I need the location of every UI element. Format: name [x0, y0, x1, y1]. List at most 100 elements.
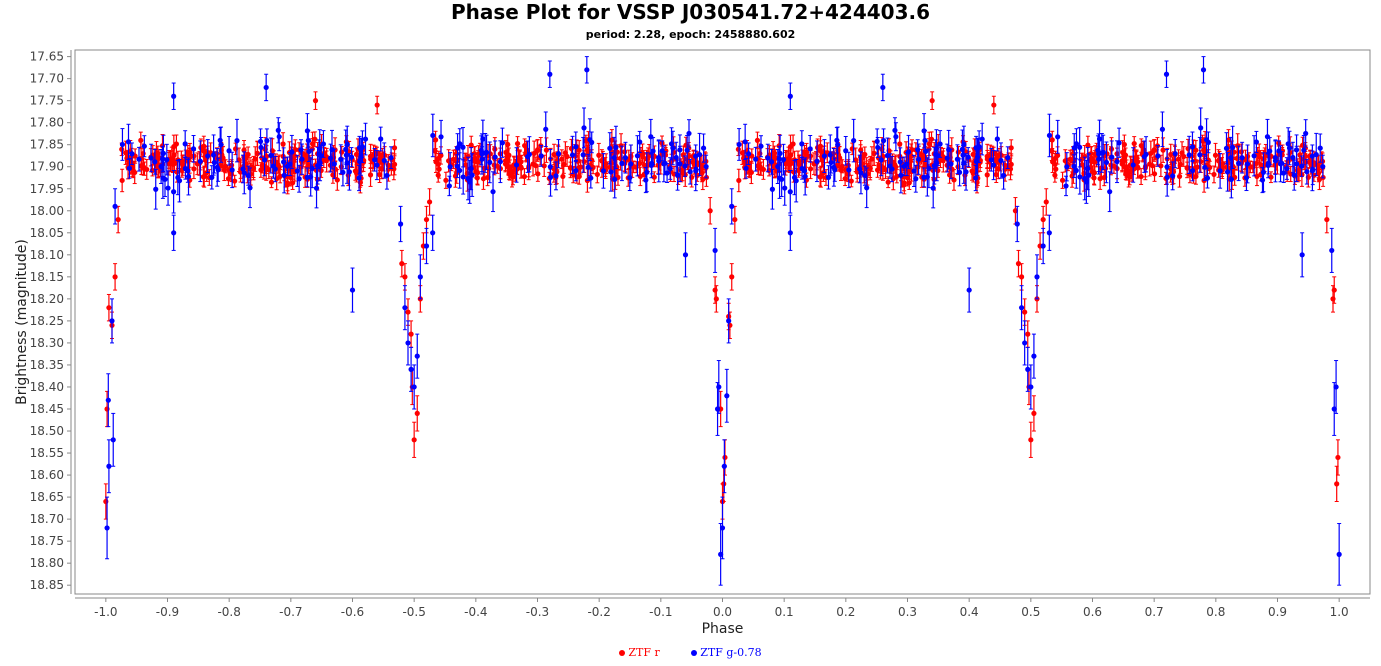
legend-marker-ztf-g [691, 650, 698, 656]
data-point-ztf-g [218, 126, 224, 163]
data-point-ztf-g [346, 153, 352, 191]
data-point-ztf-r [862, 146, 868, 163]
y-tick-label: 17.65 [30, 50, 64, 64]
legend-item-ztf-g: ZTF g-0.78 [691, 646, 762, 659]
data-point-ztf-r [221, 159, 227, 182]
data-point-ztf-r [138, 131, 144, 150]
data-point-ztf-g [205, 139, 211, 173]
data-point-ztf-g [893, 122, 899, 152]
data-point-ztf-g [791, 159, 798, 196]
data-point-ztf-g [1031, 333, 1037, 379]
data-point-ztf-g [190, 135, 197, 163]
data-point-ztf-g [1018, 285, 1025, 331]
data-point-ztf-r [561, 155, 567, 174]
data-point-ztf-g [608, 152, 614, 192]
data-point-ztf-g [573, 131, 579, 163]
data-point-ztf-g [634, 135, 641, 177]
data-point-ztf-r [882, 160, 889, 180]
data-point-ztf-r [1335, 439, 1341, 476]
y-tick-label: 18.80 [30, 556, 64, 570]
data-point-ztf-g [182, 130, 188, 158]
data-point-ztf-g [1005, 146, 1011, 170]
data-point-ztf-r [414, 395, 420, 432]
data-point-ztf-g [998, 142, 1004, 179]
data-point-ztf-r [1193, 168, 1199, 185]
legend: ZTF r ZTF g-0.78 [0, 646, 1381, 659]
x-tick-label: 0.3 [898, 605, 917, 619]
x-tick-label: 0.7 [1145, 605, 1164, 619]
x-tick-label: 0.5 [1021, 605, 1040, 619]
data-point-ztf-g [607, 132, 613, 165]
data-point-ztf-g [1001, 161, 1007, 190]
chart-subtitle: period: 2.28, epoch: 2458880.602 [585, 28, 796, 41]
data-point-ztf-r [729, 263, 735, 291]
data-point-ztf-r [399, 249, 405, 278]
data-point-ztf-r [1015, 249, 1022, 278]
data-point-ztf-r [1158, 154, 1164, 177]
data-point-ztf-g [356, 164, 362, 192]
data-point-ztf-g [729, 188, 735, 225]
data-point-ztf-g [661, 145, 667, 183]
data-point-ztf-g [667, 157, 673, 180]
data-point-ztf-g [1251, 135, 1257, 177]
data-point-ztf-g [990, 150, 997, 181]
data-point-ztf-r [1184, 161, 1190, 175]
data-point-ztf-g [1095, 135, 1101, 166]
data-point-ztf-g [745, 142, 752, 166]
data-point-ztf-r [707, 197, 713, 225]
data-point-ztf-r [1324, 205, 1330, 234]
data-point-ztf-g [686, 119, 692, 148]
legend-label-ztf-g: ZTF g-0.78 [700, 646, 762, 659]
data-point-ztf-r [471, 146, 477, 161]
marks-layer [103, 56, 1342, 586]
data-point-ztf-g [700, 133, 707, 163]
data-point-ztf-g [961, 141, 967, 184]
data-point-ztf-r [1254, 166, 1260, 187]
data-point-ztf-g [973, 164, 979, 192]
data-point-ztf-g [1272, 139, 1279, 183]
data-point-ztf-g [1107, 171, 1113, 213]
data-point-ztf-g [374, 150, 380, 181]
data-point-ztf-g [588, 167, 594, 189]
data-point-ztf-g [825, 165, 832, 190]
data-point-ztf-r [391, 153, 398, 176]
data-point-ztf-g [1046, 113, 1053, 158]
data-point-ztf-g [110, 412, 116, 467]
data-point-ztf-g [966, 267, 972, 313]
data-point-ztf-g [1164, 148, 1170, 185]
data-point-ztf-r [1120, 140, 1126, 165]
data-point-ztf-r [312, 91, 319, 110]
y-tick-label: 17.95 [30, 182, 64, 196]
data-point-ztf-g [1259, 167, 1266, 194]
data-point-ztf-g [126, 157, 133, 179]
data-point-ztf-g [348, 147, 355, 168]
x-tick-label: -1.0 [94, 605, 117, 619]
data-point-ztf-g [911, 154, 917, 188]
data-point-ztf-g [1073, 128, 1080, 160]
data-point-ztf-g [736, 128, 742, 161]
data-point-ztf-g [712, 227, 718, 273]
data-point-ztf-r [1008, 153, 1014, 176]
data-point-ztf-r [201, 135, 207, 157]
data-point-ztf-g [209, 165, 215, 190]
data-point-ztf-r [848, 174, 854, 188]
data-point-ztf-g [438, 119, 444, 154]
data-point-ztf-g [1083, 159, 1089, 204]
x-tick-label: -0.2 [587, 605, 610, 619]
data-point-ztf-r [171, 134, 177, 159]
data-point-ztf-g [160, 134, 167, 173]
data-point-ztf-r [1306, 155, 1313, 169]
data-point-ztf-g [682, 155, 688, 177]
data-point-ztf-r [640, 150, 646, 164]
data-point-ztf-g [487, 141, 493, 184]
data-point-ztf-g [261, 143, 268, 177]
data-point-ztf-g [1198, 107, 1204, 149]
data-point-ztf-g [1281, 163, 1287, 183]
data-point-ztf-g [937, 130, 943, 158]
data-point-ztf-r [1315, 154, 1322, 179]
data-point-ztf-g [1304, 158, 1310, 185]
data-point-ztf-g [726, 298, 732, 344]
data-point-ztf-g [915, 139, 921, 161]
x-tick-label: 0.1 [775, 605, 794, 619]
data-point-ztf-g [1243, 164, 1250, 192]
